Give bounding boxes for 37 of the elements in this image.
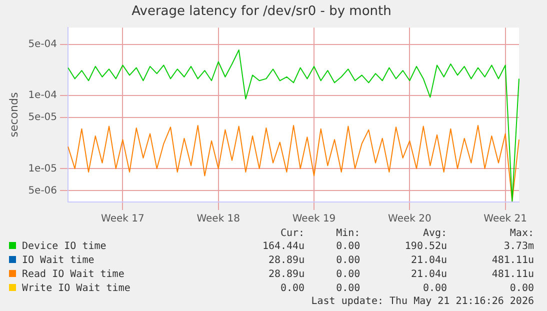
text: 0.00 bbox=[335, 282, 362, 296]
text: 0.00 bbox=[335, 254, 362, 268]
text: 0.00 bbox=[335, 240, 362, 254]
x-tick-label: Week 18 bbox=[196, 214, 240, 225]
y-tick-label: 5e-04 bbox=[28, 39, 58, 50]
text: 481.11u bbox=[490, 254, 535, 268]
text: 21.04u bbox=[410, 254, 448, 268]
text: Cur: bbox=[280, 228, 306, 240]
legend-label: Device IO time bbox=[21, 240, 108, 254]
text: 0.00 bbox=[508, 282, 535, 296]
y-axis-title: seconds bbox=[7, 92, 20, 138]
text: Min: bbox=[335, 228, 362, 240]
y-tick-label: 5e-05 bbox=[28, 112, 58, 124]
text: 28.89u bbox=[267, 254, 306, 268]
text: 164.44u bbox=[261, 240, 306, 254]
text: Max: bbox=[508, 228, 535, 240]
text: 0.00 bbox=[335, 268, 362, 282]
text: 0.00 bbox=[422, 282, 448, 296]
text: Last update: Thu May 21 21:16:26 2026 bbox=[310, 296, 535, 308]
legend-label: IO Wait time bbox=[21, 254, 96, 268]
x-tick-label: Week 19 bbox=[292, 214, 336, 225]
text: Avg: bbox=[422, 228, 448, 240]
legend-label: Write IO Wait time bbox=[21, 282, 132, 296]
text: 0.00 bbox=[280, 282, 306, 296]
text: 190.52u bbox=[404, 240, 448, 254]
text: 3.73m bbox=[502, 240, 535, 254]
y-tick-label: 1e-05 bbox=[28, 163, 58, 174]
x-tick-label: Week 20 bbox=[388, 214, 432, 225]
legend-label: Read IO Wait time bbox=[21, 268, 126, 282]
text: 28.89u bbox=[267, 268, 306, 282]
text: 21.04u bbox=[410, 268, 448, 282]
y-tick-label: 1e-04 bbox=[28, 90, 58, 102]
text: 481.11u bbox=[490, 268, 535, 282]
x-tick-label: Week 21 bbox=[484, 214, 527, 225]
x-tick-label: Week 17 bbox=[101, 214, 144, 225]
chart-title: Average latency for /dev/sr0 - by month bbox=[132, 4, 392, 20]
y-tick-label: 5e-06 bbox=[28, 185, 58, 196]
